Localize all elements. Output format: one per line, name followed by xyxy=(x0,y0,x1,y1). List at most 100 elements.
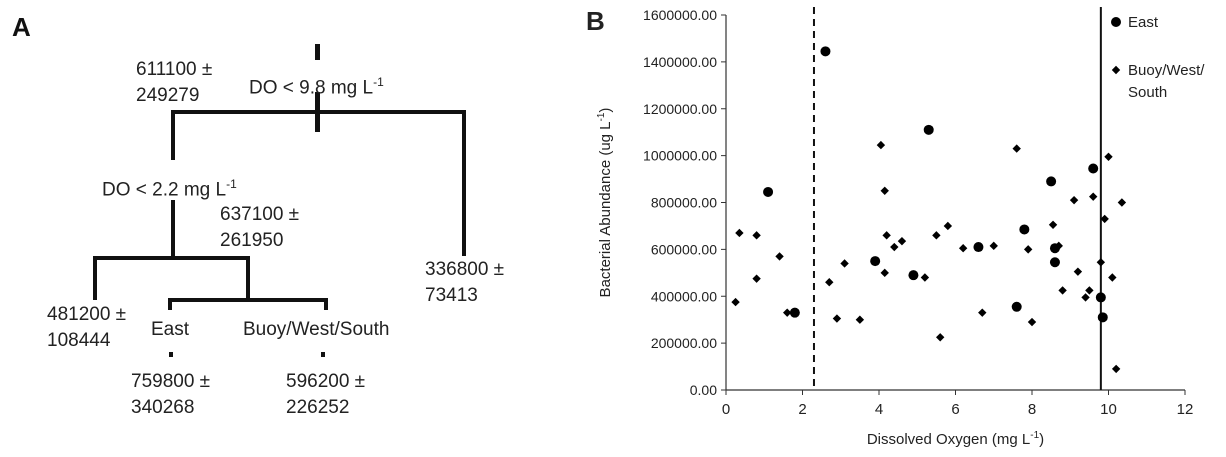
buoy-west-south-data-point xyxy=(880,186,889,195)
low-do-leaf-sd: 108444 xyxy=(47,330,111,351)
buoy-west-south-data-point xyxy=(840,259,849,268)
buoy-west-south-data-point xyxy=(880,268,889,278)
east-leaf-tick xyxy=(169,352,173,357)
buoy-west-south-data-point xyxy=(1108,273,1117,282)
east-data-point xyxy=(1019,224,1030,235)
buoy-west-south-data-point xyxy=(775,252,784,261)
buoy-west-south-data-point xyxy=(855,315,865,324)
east-data-point xyxy=(973,242,984,253)
second-split-horizontal xyxy=(93,256,250,260)
buoy-west-south-data-point xyxy=(1058,286,1067,295)
buoy-west-south-data-point xyxy=(1089,192,1098,201)
y-axis-label: Bacterial Abundance (ug L-1) xyxy=(596,108,614,298)
buoy-west-south-data-point xyxy=(920,273,930,282)
buoy-west-south-data-point xyxy=(882,231,891,240)
split-do-9-8-label: DO < 9.8 mg L-1 xyxy=(249,75,384,99)
root-split-marker xyxy=(315,44,320,60)
scatter-chart-panel: B 0.00 200000.00 400000.00 600000.00 800000.0… xyxy=(560,0,1226,452)
y-tick-label: 1600000.00 xyxy=(643,7,717,23)
east-branch-vertical xyxy=(168,298,172,310)
east-data-point xyxy=(763,186,774,197)
east-data-point xyxy=(870,256,881,267)
buoy-west-south-data-point xyxy=(1027,317,1037,327)
y-tick-label: 400000.00 xyxy=(651,288,717,304)
bws-branch-vertical xyxy=(324,298,328,310)
east-data-point xyxy=(923,124,934,135)
buoy-west-south-data-point xyxy=(876,140,886,150)
buoy-west-south-data-point xyxy=(752,231,761,240)
right-leaf-mean: 336800 ± xyxy=(425,259,505,280)
buoy-west-south-data-point xyxy=(1081,293,1090,302)
buoy-west-south-data-point xyxy=(731,297,740,307)
x-tick-label: 8 xyxy=(1028,401,1036,418)
bws-leaf-sd: 226252 xyxy=(286,397,350,418)
site-east-label: East xyxy=(151,319,190,340)
buoy-west-south-data-point xyxy=(825,277,834,287)
bws-leaf-mean: 596200 ± xyxy=(286,371,366,392)
site-split-horizontal xyxy=(168,298,328,302)
east-data-point xyxy=(789,307,800,318)
buoy-west-south-data-point xyxy=(943,221,953,231)
y-tick-label: 600000.00 xyxy=(651,241,717,257)
x-tick-label: 2 xyxy=(798,401,806,418)
buoy-west-south-data-point xyxy=(1117,198,1127,207)
buoy-west-south-data-point xyxy=(1012,144,1021,153)
y-tick-label: 200000.00 xyxy=(651,335,717,351)
x-tick-label: 12 xyxy=(1177,401,1194,418)
legend-bws-label: Buoy/West/ xyxy=(1128,62,1205,79)
legend-bws-label: South xyxy=(1128,84,1167,101)
y-tick-label: 1200000.00 xyxy=(643,101,717,117)
buoy-west-south-data-point xyxy=(1096,258,1106,267)
buoy-west-south-data-point xyxy=(932,231,941,240)
y-tick-label: 1000000.00 xyxy=(643,148,717,164)
low-do-leaf-vertical xyxy=(93,256,97,300)
low-do-leaf-mean: 481200 ± xyxy=(47,304,127,325)
east-data-point xyxy=(820,46,831,57)
buoy-west-south-data-point xyxy=(735,228,744,238)
buoy-west-south-data-point xyxy=(832,314,842,323)
root-node-mean: 611100 ± xyxy=(136,59,213,80)
regression-tree-panel: A 611100 ± 249279 DO < 9.8 mg L-1 DO < 2… xyxy=(0,0,560,452)
x-tick-label: 10 xyxy=(1100,401,1117,418)
east-data-point xyxy=(1097,312,1108,323)
bws-leaf-tick xyxy=(321,352,325,357)
site-buoy-west-south-label: Buoy/West/South xyxy=(243,319,390,340)
east-leaf-sd: 340268 xyxy=(131,397,195,418)
buoy-west-south-data-point xyxy=(989,241,998,251)
x-tick-label: 0 xyxy=(722,401,730,418)
buoy-west-south-data-point xyxy=(1104,152,1113,161)
buoy-west-south-data-point xyxy=(1048,220,1058,229)
site-split-vertical xyxy=(246,256,250,302)
y-tick-label: 1400000.00 xyxy=(643,54,717,70)
buoy-west-south-data-point xyxy=(897,236,907,246)
buoy-west-south-data-point xyxy=(1069,195,1079,205)
legend-east-marker xyxy=(1111,17,1121,27)
panel-a-letter: A xyxy=(12,12,31,42)
x-tick-label: 6 xyxy=(951,401,959,418)
right-leaf-sd: 73413 xyxy=(425,285,478,306)
east-leaf-mean: 759800 ± xyxy=(131,371,211,392)
x-tick-label: 4 xyxy=(875,401,883,418)
root-node-sd: 249279 xyxy=(136,85,200,106)
split-do-2-2-label: DO < 2.2 mg L-1 xyxy=(102,177,237,201)
buoy-west-south-data-point xyxy=(1111,364,1121,374)
east-data-point xyxy=(1095,292,1106,303)
right-branch-vertical xyxy=(462,110,466,256)
y-tick-label: 0.00 xyxy=(690,382,717,398)
east-data-point xyxy=(1049,257,1060,268)
y-tick-label: 800000.00 xyxy=(651,195,717,211)
buoy-west-south-data-point xyxy=(783,308,792,317)
x-axis-label: Dissolved Oxygen (mg L-1) xyxy=(867,430,1044,448)
root-branch-horizontal xyxy=(171,110,466,114)
legend-east-label: East xyxy=(1128,14,1159,31)
left-branch-vertical xyxy=(171,110,175,160)
legend-bws-marker xyxy=(1111,65,1121,75)
buoy-west-south-data-point xyxy=(890,242,899,252)
buoy-west-south-data-point xyxy=(958,244,968,253)
buoy-west-south-data-point xyxy=(752,274,761,283)
east-data-point xyxy=(908,270,919,281)
left-node-mean: 637100 ± xyxy=(220,204,300,225)
buoy-west-south-data-point xyxy=(1023,245,1033,254)
buoy-west-south-data-point xyxy=(1085,286,1094,295)
east-data-point xyxy=(1088,163,1099,174)
